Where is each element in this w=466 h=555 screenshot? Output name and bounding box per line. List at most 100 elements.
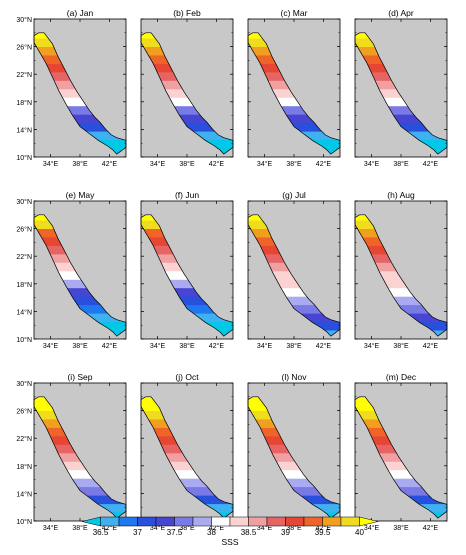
lon-label: 42°E (316, 342, 332, 350)
lon-label: 42°E (209, 524, 225, 532)
salinity-band (141, 279, 233, 289)
colorbar-tick-label: 37 (133, 528, 142, 537)
map-panel: (f) Jun 34°E 38°E 42°E (140, 190, 234, 350)
salinity-band (355, 470, 447, 480)
panel-title: (c) Mar (281, 8, 308, 18)
salinity-band (141, 478, 233, 488)
lon-label: 38°E (72, 160, 88, 168)
lon-label: 38°E (179, 160, 195, 168)
map-panel: (m) Dec 34°E 38°E 42°E (354, 372, 448, 532)
salinity-band (248, 470, 340, 480)
panel-title: (g) Jul (282, 190, 306, 200)
lon-label: 34°E (257, 524, 273, 532)
salinity-band (141, 461, 233, 471)
lat-label: 30°N (16, 16, 32, 24)
salinity-band (34, 114, 126, 124)
lon-label: 42°E (423, 160, 439, 168)
salinity-band (248, 296, 340, 306)
lon-label: 38°E (393, 342, 409, 350)
panel-title: (h) Aug (387, 190, 415, 200)
lat-label: 30°N (16, 198, 32, 206)
colorbar-swatch (118, 516, 138, 527)
lon-label: 38°E (393, 524, 409, 532)
salinity-band (34, 296, 126, 306)
salinity-band (355, 97, 447, 107)
map-panel: (h) Aug 34°E 38°E 42°E (354, 190, 448, 350)
colorbar-swatch (192, 516, 212, 527)
salinity-band (355, 114, 447, 124)
lon-label: 42°E (102, 342, 118, 350)
colorbar-tick-label: 40 (355, 528, 364, 537)
colorbar-swatch (100, 516, 120, 527)
lon-label: 34°E (43, 342, 59, 350)
panel-title: (j) Oct (175, 372, 199, 382)
lon-label: 38°E (286, 524, 302, 532)
colorbar-swatch (211, 516, 231, 527)
colorbar-tick-label: 39.5 (315, 528, 331, 537)
colorbar-swatch (340, 516, 360, 527)
panel-title: (e) May (66, 190, 96, 200)
lat-label: 10°N (16, 518, 32, 526)
colorbar-swatch (155, 516, 175, 527)
colorbar-swatch (174, 516, 194, 527)
map-panel: (c) Mar 34°E 38°E 42°E (247, 8, 341, 168)
salinity-band (141, 470, 233, 480)
lon-label: 42°E (102, 160, 118, 168)
salinity-band (141, 288, 233, 298)
lon-label: 38°E (72, 524, 88, 532)
panel-title: (b) Feb (173, 8, 201, 18)
salinity-band (141, 114, 233, 124)
salinity-band (355, 461, 447, 471)
lat-label: 14°N (16, 126, 32, 134)
salinity-band (355, 288, 447, 298)
panel-title: (d) Apr (388, 8, 414, 18)
map-panel: (e) May 10°N 14°N 18°N 22°N 26°N 30°N 34°E 38°E 4… (16, 190, 127, 350)
panel-title: (l) Nov (281, 372, 307, 382)
colorbar-swatch (303, 516, 323, 527)
lat-label: 18°N (16, 281, 32, 289)
lon-label: 38°E (179, 342, 195, 350)
salinity-band (248, 106, 340, 116)
lon-label: 38°E (286, 342, 302, 350)
lon-label: 34°E (257, 342, 273, 350)
salinity-band (248, 288, 340, 298)
lat-label: 10°N (16, 154, 32, 162)
colorbar-swatch (285, 516, 305, 527)
lat-label: 14°N (16, 490, 32, 498)
salinity-band (34, 106, 126, 116)
colorbar-swatch (248, 516, 268, 527)
salinity-band (355, 296, 447, 306)
lon-label: 42°E (423, 524, 439, 532)
salinity-band (34, 97, 126, 107)
lat-label: 18°N (16, 463, 32, 471)
lon-label: 38°E (72, 342, 88, 350)
map-panel: (b) Feb 34°E 38°E 42°E (140, 8, 234, 168)
colorbar-tick-label: 36.5 (93, 528, 109, 537)
colorbar-tick-label: 38 (207, 528, 216, 537)
salinity-band (141, 106, 233, 116)
lon-label: 42°E (209, 342, 225, 350)
lon-label: 42°E (423, 342, 439, 350)
map-panel: (j) Oct 34°E 38°E 42°E (140, 372, 234, 532)
colorbar-swatch (266, 516, 286, 527)
map-panel: (g) Jul 34°E 38°E 42°E (247, 190, 341, 350)
colorbar-tick-label: 38.5 (241, 528, 257, 537)
lat-label: 22°N (16, 253, 32, 261)
lat-label: 10°N (16, 336, 32, 344)
panel-title: (a) Jan (67, 8, 94, 18)
salinity-band (34, 478, 126, 488)
lat-label: 22°N (16, 435, 32, 443)
lat-label: 26°N (16, 408, 32, 416)
lon-label: 34°E (364, 524, 380, 532)
lon-label: 42°E (316, 160, 332, 168)
colorbar-title: SSS (221, 537, 238, 547)
salinity-band (34, 288, 126, 298)
colorbar-swatch (359, 516, 379, 527)
salinity-band (355, 478, 447, 488)
lon-label: 34°E (43, 524, 59, 532)
map-panel: (l) Nov 34°E 38°E 42°E (247, 372, 341, 532)
salinity-band (355, 106, 447, 116)
lat-label: 14°N (16, 308, 32, 316)
